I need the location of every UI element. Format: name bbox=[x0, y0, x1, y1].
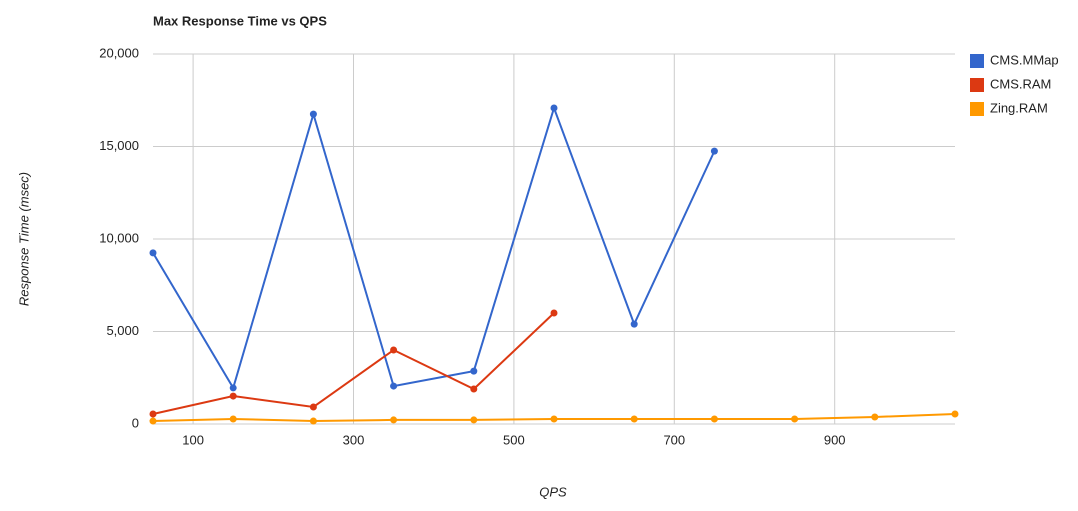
data-point bbox=[550, 415, 558, 423]
y-tick-label: 0 bbox=[132, 415, 139, 430]
data-point bbox=[309, 403, 317, 411]
data-point bbox=[951, 410, 959, 418]
data-point bbox=[390, 346, 398, 354]
x-tick-label: 500 bbox=[503, 432, 525, 447]
series-line bbox=[152, 104, 716, 391]
data-point bbox=[710, 147, 718, 155]
data-point bbox=[229, 384, 237, 392]
y-tick-label: 20,000 bbox=[99, 45, 139, 60]
data-point bbox=[550, 309, 558, 317]
x-tick-label: 300 bbox=[343, 432, 365, 447]
x-axis-label: QPS bbox=[539, 484, 567, 499]
y-tick-label: 10,000 bbox=[99, 230, 139, 245]
y-tick-label: 15,000 bbox=[99, 138, 139, 153]
data-point bbox=[309, 417, 317, 425]
legend-swatch bbox=[970, 78, 984, 92]
data-point bbox=[309, 110, 317, 118]
x-tick-label: 100 bbox=[182, 432, 204, 447]
data-point bbox=[710, 415, 718, 423]
legend-label: Zing.RAM bbox=[990, 100, 1048, 115]
x-tick-label: 900 bbox=[824, 432, 846, 447]
y-tick-label: 5,000 bbox=[106, 323, 139, 338]
data-point bbox=[550, 104, 558, 112]
series-line bbox=[152, 312, 555, 415]
data-point bbox=[390, 382, 398, 390]
chart-title: Max Response Time vs QPS bbox=[153, 13, 327, 28]
data-point bbox=[470, 385, 478, 393]
data-point bbox=[470, 367, 478, 375]
data-point bbox=[229, 392, 237, 400]
legend-swatch bbox=[970, 102, 984, 116]
data-point bbox=[630, 415, 638, 423]
data-point bbox=[470, 416, 478, 424]
y-axis-label: Response Time (msec) bbox=[16, 172, 31, 306]
legend-swatch bbox=[970, 54, 984, 68]
data-point bbox=[791, 415, 799, 423]
data-point bbox=[229, 415, 237, 423]
data-point bbox=[630, 320, 638, 328]
data-point bbox=[149, 417, 157, 425]
data-point bbox=[149, 249, 157, 257]
data-point bbox=[390, 416, 398, 424]
legend-label: CMS.RAM bbox=[990, 76, 1051, 91]
legend-label: CMS.MMap bbox=[990, 52, 1059, 67]
x-tick-label: 700 bbox=[663, 432, 685, 447]
data-point bbox=[149, 410, 157, 418]
data-point bbox=[871, 413, 879, 421]
